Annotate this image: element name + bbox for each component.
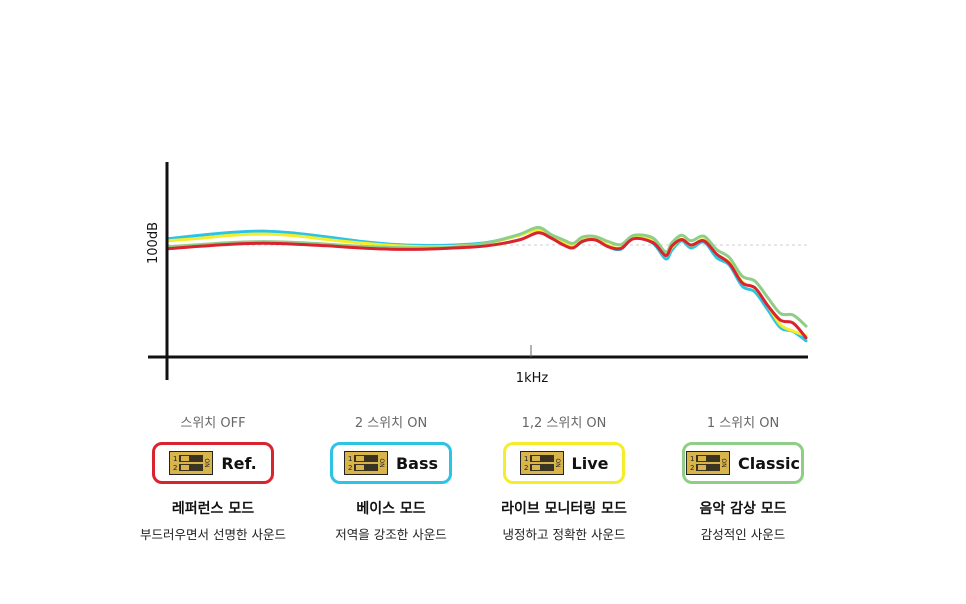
mode-button-ref[interactable]: 1 2 ON Ref. [152,442,274,484]
mode-button-live[interactable]: 1 2 ON Live [503,442,625,484]
switch-label: 1,2 스위치 ON [521,416,607,431]
series-group [166,225,808,343]
mode-list: 스위치 OFF 1 2 ON Ref. 레퍼런스 모드 부드러우면서 선명한 사운드… [0,415,966,565]
switch-label: 스위치 OFF [180,416,246,431]
dip-switch-icon: 12 ON [685,451,730,475]
series-line-3 [166,225,808,328]
dip-position-number: 1 [524,455,528,463]
frequency-response-chart: 100dB 1kHz [146,162,808,386]
mode-button-label: Live [571,453,609,473]
dip-toggle [355,456,364,461]
mode-name: 음악 감상 모드 [699,501,787,517]
dip-slot [529,455,554,462]
mode-name: 베이스 모드 [356,501,426,517]
mode-button-bass[interactable]: 1 2 ON Bass [330,442,452,484]
dip-position-number: 1 [690,455,694,463]
dip-on-label: ON [203,458,210,467]
dip-toggle [355,465,364,470]
dip-slot [529,464,554,471]
dip-on-label: ON [554,458,561,467]
mode-button-classic[interactable]: 1 2 ON Classic [682,442,804,484]
dip-position-number: 2 [173,464,177,472]
mode-name: 라이브 모니터링 모드 [501,501,627,517]
mode-description: 감성적인 사운드 [700,527,786,542]
dip-position-number: 1 [348,455,352,463]
mode-description: 냉정하고 정확한 사운드 [502,527,626,542]
dip-switch-icon: 12 ON [343,451,388,475]
dip-position-number: 1 [173,455,177,463]
dip-toggle [531,465,540,470]
mode-name: 레퍼런스 모드 [171,501,255,517]
dip-toggle [181,456,190,461]
dip-toggle [697,465,706,470]
dip-toggle [697,456,706,461]
dip-slot [179,464,204,471]
dip-toggle [181,465,190,470]
mode-button-label: Ref. [221,453,257,473]
mode-button-label: Classic [737,453,801,473]
mode-description: 저역을 강조한 사운드 [335,527,447,542]
dip-on-label: ON [378,458,385,467]
mode-reference: 스위치 OFF 1 2 ON Ref. 레퍼런스 모드 부드러우면서 선명한 사운드 [118,415,308,543]
series-line-4 [166,231,808,340]
dip-slot [353,455,378,462]
dip-switch-icon: 12 ON [169,451,214,475]
y-axis-label: 100dB [146,222,161,264]
dip-position-number: 2 [524,464,528,472]
dip-slot [353,464,378,471]
mode-button-label: Bass [395,453,439,473]
dip-slot [695,455,720,462]
dip-slot [695,464,720,471]
switch-label: 2 스위치 ON [354,416,428,431]
dip-position-number: 2 [348,464,352,472]
switch-label: 1 스위치 ON [706,416,780,431]
dip-switch-icon: 12 ON [519,451,564,475]
dip-slot [179,455,204,462]
dip-on-label: ON [720,458,727,467]
dip-toggle [531,456,540,461]
dip-position-number: 2 [690,464,694,472]
mode-description: 부드러우면서 선명한 사운드 [140,527,286,542]
mode-live: 1,2 스위치 ON 1 2 ON Live 라이브 모니터링 모드 냉정하고 정확… [469,415,659,543]
x-axis-label: 1kHz [516,371,549,386]
mode-classic: 1 스위치 ON 1 2 ON Classic 음악 감상 모드 감성적인 사운드 [648,415,838,543]
mode-bass: 2 스위치 ON 1 2 ON Bass 베이스 모드 저역을 강조한 사운드 [296,415,486,543]
